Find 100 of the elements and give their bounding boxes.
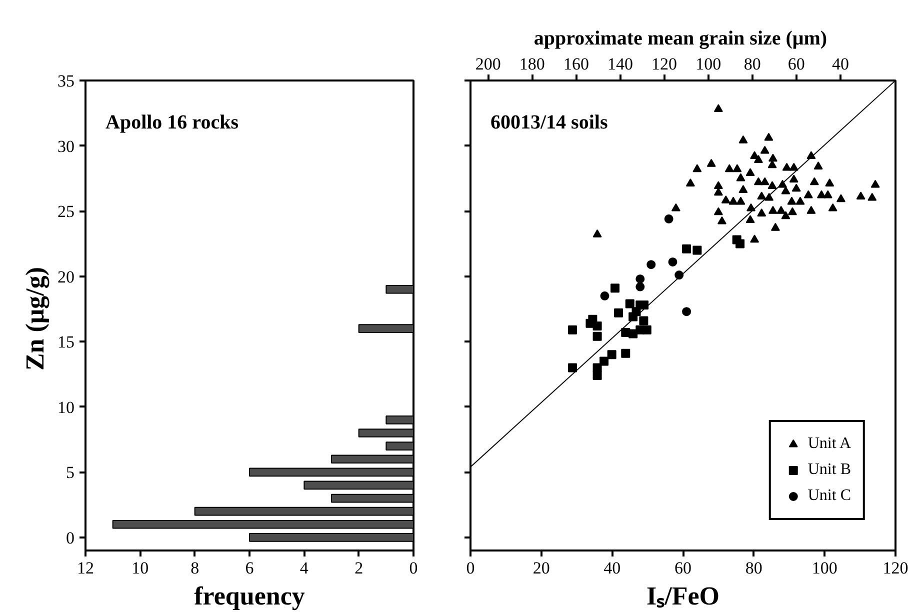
x-tick-label: 60 [674,558,692,578]
point [781,211,790,220]
point [789,174,798,183]
point [789,162,798,171]
point [714,104,723,112]
x-axis-title: frequency [194,582,305,610]
x-tick-label: 100 [812,558,838,578]
point [856,192,866,200]
point [738,135,748,144]
point [823,190,832,198]
point [642,325,652,334]
x-tick-label: 80 [745,558,762,578]
point [750,234,760,243]
x-tick-label: 40 [604,558,621,578]
point [810,177,819,186]
point [736,239,745,248]
x-tick-label: 20 [532,558,550,578]
point [671,203,680,212]
point [804,190,813,198]
point [692,246,702,255]
point [568,325,577,334]
x2-tick-label: 100 [696,54,722,74]
point [764,132,774,141]
point [732,164,742,172]
point [692,164,702,172]
x-tick-label: 2 [354,558,364,578]
point [781,186,790,194]
point [568,363,577,372]
y-tick-label: 15 [58,332,74,352]
point [746,168,755,176]
x2-tick-label: 120 [652,54,678,74]
point [760,177,770,186]
x2-tick-label: 200 [475,54,501,74]
y-tick-label: 25 [58,202,74,222]
point [792,184,801,192]
point [806,206,816,214]
y-tick-label: 20 [58,267,74,286]
point [746,203,756,212]
point [776,206,786,214]
point [614,308,624,318]
point [836,194,846,202]
point [600,291,610,300]
point [782,162,792,171]
point [668,257,678,266]
y-axis-title: Zn (μg/g) [20,266,50,371]
point [714,181,723,190]
point [868,192,877,201]
point [717,216,726,224]
point [607,350,616,360]
point [757,192,766,200]
y-tick-label: 35 [58,72,74,90]
x-axis-title: Iₛ/FeO [646,582,720,610]
point [768,181,777,190]
point [721,195,730,204]
point [610,284,620,293]
point [736,173,746,182]
point [686,178,695,186]
x2-tick-label: 60 [788,54,805,74]
point [814,162,823,170]
point [788,207,797,216]
x2-tick-label: 180 [519,54,545,74]
x2-tick-label: 40 [832,54,849,74]
point [714,207,723,216]
x2-axis-title: approximate mean grain size (μm) [534,28,828,50]
point [825,178,834,186]
point [736,196,746,205]
point [636,274,645,284]
point [682,244,692,254]
x-tick-label: 0 [466,558,475,578]
x-tick-label: 12 [77,558,94,578]
x-tick-label: 10 [132,558,149,578]
point [770,222,780,231]
point [632,307,641,316]
point [664,214,674,224]
point [639,316,648,326]
point [754,155,763,163]
point [728,196,738,205]
point [828,203,838,212]
point [625,299,634,308]
x-tick-label: 6 [245,558,254,578]
x-tick-label: 120 [882,558,908,578]
legend-label: Unit C [808,487,851,505]
point [796,196,805,205]
y-tick-label: 0 [66,528,74,548]
point [768,206,778,214]
annotation: 60013/14 soils [490,112,608,134]
annotation: Apollo 16 rocks [106,112,239,134]
legend-label: Unit B [808,461,851,479]
point [592,229,602,238]
point [760,146,770,154]
point [738,185,748,193]
point [768,154,778,162]
y-tick-label: 10 [58,398,74,417]
point [706,158,716,167]
point [870,180,880,188]
x2-tick-label: 140 [607,54,633,74]
x-tick-label: 0 [409,558,418,578]
legend-label: Unit A [808,435,851,453]
point [636,282,645,292]
point [592,332,602,341]
